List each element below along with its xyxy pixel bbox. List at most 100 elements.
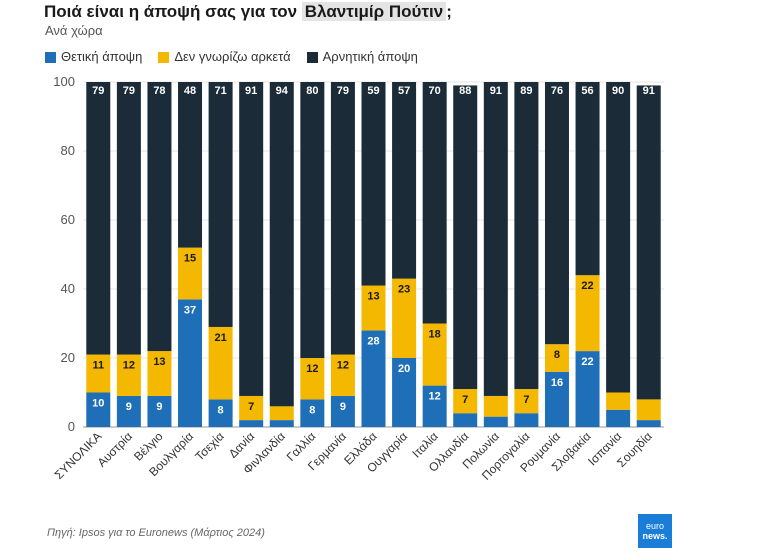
bar-segment [422, 82, 447, 324]
data-label: 71 [214, 85, 226, 97]
data-label: 57 [398, 85, 410, 97]
bar-segment [208, 82, 233, 327]
legend-swatch-unsure [158, 51, 170, 63]
source-note: Πηγή: Ipsos για το Euronews (Μάρτιος 202… [47, 527, 265, 539]
data-label: 78 [153, 85, 165, 97]
x-tick-label: Τσεχία [192, 429, 226, 463]
bar-segment [86, 354, 111, 393]
data-label: 70 [429, 85, 441, 97]
legend-item-unsure: Δεν γνωρίζω αρκετά [158, 49, 291, 65]
data-label: 79 [123, 85, 135, 97]
y-tick-label: 60 [61, 212, 75, 227]
bar-segment [178, 247, 203, 300]
bar-segment [575, 82, 600, 276]
bar-segment [330, 82, 355, 355]
legend-item-positive: Θετική άποψη [45, 49, 142, 65]
data-label: 88 [459, 85, 471, 97]
data-label: 21 [214, 332, 226, 344]
bar-segment [269, 420, 294, 427]
data-label: 8 [218, 404, 224, 416]
logo-line-2: news. [642, 531, 668, 541]
legend-swatch-negative [306, 51, 318, 63]
bar-segment [239, 82, 264, 396]
data-label: 22 [581, 280, 593, 292]
bar-segment [239, 395, 264, 421]
bar-segment [392, 358, 417, 427]
bar-segment [606, 409, 631, 427]
x-tick-label: ΣΥΝΟΛΙΚΑ [52, 429, 105, 482]
euronews-logo: euro news. [638, 514, 672, 548]
data-label: 20 [398, 363, 410, 375]
chart-subtitle: Ανά χώρα [45, 23, 103, 38]
data-label: 18 [429, 329, 441, 341]
data-label: 7 [462, 394, 468, 406]
bar-segment [300, 399, 325, 427]
logo-line-1: euro [645, 521, 664, 531]
bar-segment [392, 82, 417, 279]
bar-segment [330, 395, 355, 427]
data-label: 22 [581, 356, 593, 368]
bar-segment [208, 399, 233, 427]
legend-label-positive: Θετική άποψη [61, 49, 143, 64]
bar-segment [514, 413, 539, 427]
data-label: 80 [306, 85, 318, 97]
bar-segment [178, 82, 203, 248]
data-label: 8 [554, 349, 560, 361]
x-tick-label: Αυστρία [95, 429, 135, 469]
data-label: 90 [612, 85, 624, 97]
data-label: 91 [245, 85, 257, 97]
bar-segment [116, 354, 141, 396]
bar-segment [300, 82, 325, 358]
y-tick-label: 40 [61, 281, 75, 296]
data-label: 13 [153, 356, 165, 368]
bar-segment [330, 354, 355, 396]
bar-segment [269, 82, 294, 407]
bar-segment [606, 392, 631, 410]
bar-segment [147, 351, 172, 396]
bar-segment [575, 275, 600, 352]
bar-segment [116, 82, 141, 355]
bar-segment [575, 351, 600, 427]
bar-segment [544, 344, 569, 372]
data-label: 48 [184, 85, 196, 97]
data-label: 23 [398, 284, 410, 296]
title-highlight: Βλαντιμίρ Πούτιν [301, 2, 447, 21]
data-label: 8 [309, 404, 315, 416]
legend: Θετική άποψη Δεν γνωρίζω αρκετά Αρνητική… [45, 49, 418, 65]
data-label: 15 [184, 253, 196, 265]
data-label: 9 [156, 401, 162, 413]
data-label: 12 [123, 360, 135, 372]
bar-segment [361, 285, 386, 331]
bar-segment [239, 420, 264, 427]
data-label: 79 [337, 85, 349, 97]
data-label: 7 [523, 394, 529, 406]
bar-segment [514, 82, 539, 390]
y-tick-label: 80 [61, 143, 75, 158]
data-label: 11 [92, 360, 104, 372]
bar-segment [453, 389, 478, 414]
legend-label-negative: Αρνητική άποψη [322, 49, 418, 64]
bar-segment [606, 82, 631, 393]
y-tick-label: 0 [68, 419, 75, 434]
bar-segment [300, 358, 325, 400]
data-label: 56 [581, 85, 593, 97]
data-label: 28 [367, 335, 379, 347]
y-tick-label: 20 [61, 350, 75, 365]
bar-segment [636, 420, 661, 427]
data-label: 59 [367, 85, 379, 97]
title-main: Ποιά είναι η άποψή σας για τον [44, 2, 298, 21]
bar-segment [453, 85, 478, 390]
bar-segment [86, 392, 111, 427]
data-label: 16 [551, 377, 563, 389]
data-label: 76 [551, 85, 563, 97]
title-end: ; [446, 2, 452, 21]
bar-segment [208, 326, 233, 400]
bar-segment [483, 395, 508, 417]
stacked-bar-chart: 020406080100101179ΣΥΝΟΛΙΚΑ91279Αυστρία91… [52, 74, 664, 483]
bar-segment [422, 385, 447, 427]
data-label: 89 [520, 85, 532, 97]
bar-segment [483, 416, 508, 427]
bar-segment [116, 395, 141, 427]
bar-segment [544, 371, 569, 427]
data-label: 13 [367, 291, 379, 303]
